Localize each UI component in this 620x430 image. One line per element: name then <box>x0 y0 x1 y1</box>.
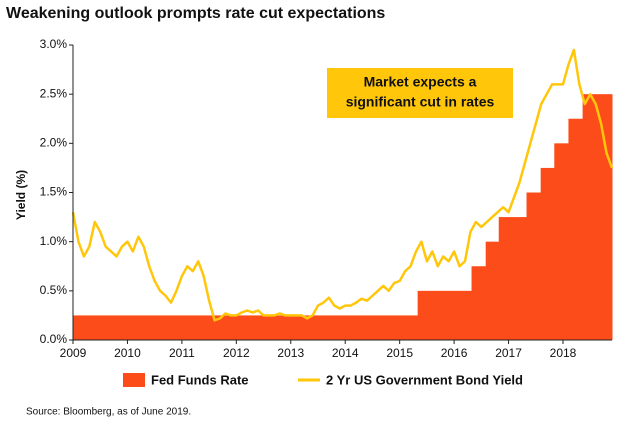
y-tick-label: 1.5% <box>40 185 68 199</box>
y-tick-label: 2.0% <box>40 136 68 150</box>
x-tick-label: 2012 <box>223 346 250 360</box>
step-area <box>554 143 569 340</box>
x-tick-label: 2011 <box>169 346 195 360</box>
x-tick-label: 2013 <box>277 346 304 360</box>
legend-label: 2 Yr US Government Bond Yield <box>326 372 523 387</box>
step-area <box>73 315 419 340</box>
y-tick-label: 0.5% <box>40 283 68 297</box>
x-tick-label: 2009 <box>60 346 87 360</box>
x-tick-label: 2015 <box>386 346 413 360</box>
annotation: Market expects a <box>364 74 477 90</box>
chart-title: Weakening outlook prompts rate cut expec… <box>6 5 385 22</box>
yield-line <box>71 48 614 322</box>
legend-swatch <box>123 373 145 387</box>
step-area <box>471 266 487 340</box>
x-tick-label: 2016 <box>441 346 468 360</box>
step-area <box>526 192 542 340</box>
y-tick-label: 1.0% <box>40 234 68 248</box>
y-tick-label: 3.0% <box>40 37 68 51</box>
plot-area <box>71 48 614 341</box>
y-axis-label: Yield (%) <box>14 170 28 220</box>
x-tick-label: 2017 <box>495 346 522 360</box>
source-note: Source: Bloomberg, as of June 2019. <box>26 407 191 418</box>
legend-label: Fed Funds Rate <box>151 372 249 387</box>
annotation: significant cut in rates <box>346 94 495 110</box>
step-area <box>417 290 473 340</box>
x-tick-label: 2014 <box>332 346 359 360</box>
step-area <box>485 241 500 340</box>
step-area <box>540 167 555 340</box>
y-tick-label: 2.5% <box>40 86 68 100</box>
y-tick-label: 0.0% <box>40 332 68 346</box>
x-tick-label: 2010 <box>114 346 141 360</box>
x-tick-label: 2018 <box>550 346 577 360</box>
step-area <box>498 217 528 340</box>
annotation-box <box>327 68 513 118</box>
step-area <box>582 94 613 341</box>
step-area <box>568 118 584 340</box>
